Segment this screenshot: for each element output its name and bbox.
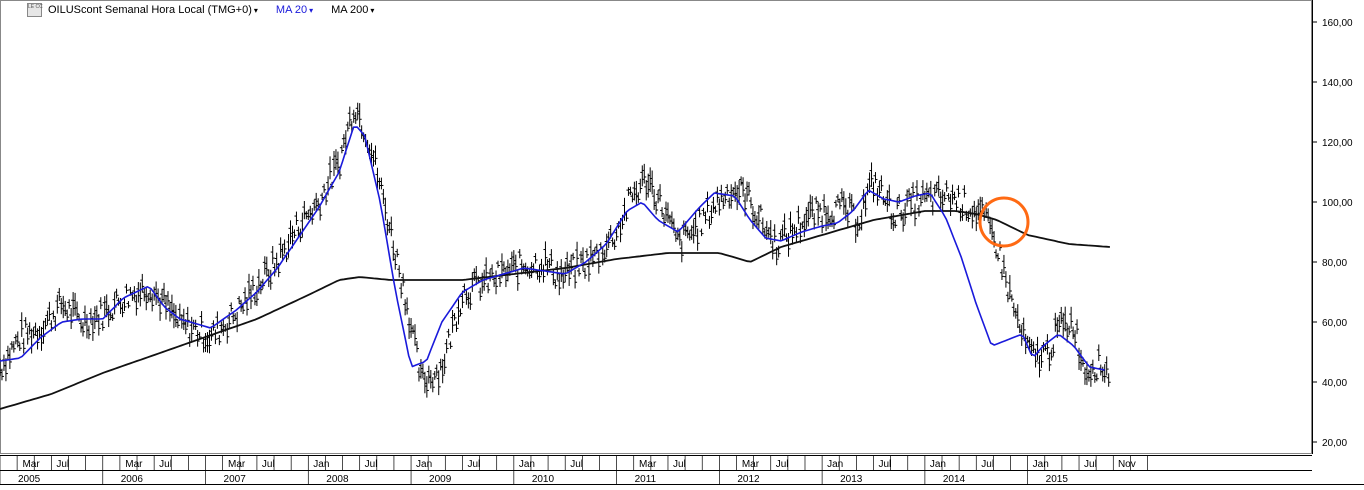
month-tick-label: Mar xyxy=(228,459,246,470)
month-tick-label: Mar xyxy=(639,459,657,470)
year-tick-label: 2006 xyxy=(121,474,144,485)
year-tick-label: 2008 xyxy=(326,474,349,485)
year-tick-label: 2014 xyxy=(943,474,966,485)
highlight-circle xyxy=(978,196,1030,248)
year-tick-label: 2009 xyxy=(429,474,452,485)
month-tick-label: Jan xyxy=(313,459,329,470)
year-tick-label: 2012 xyxy=(737,474,760,485)
chart-legend: LE CC OILUScont Semanal Hora Local (TMG+… xyxy=(27,3,388,17)
y-tick-label: 40,00 xyxy=(1322,378,1347,389)
ma20-label: MA 20 xyxy=(275,4,308,16)
year-tick-label: 2011 xyxy=(635,474,657,485)
ma200-selector[interactable]: MA 200 ▾ xyxy=(331,4,374,16)
month-tick-label: Jan xyxy=(930,459,946,470)
y-tick-label: 120,00 xyxy=(1322,138,1353,149)
month-tick-label: Jul xyxy=(879,459,892,470)
symbol-selector[interactable]: OILUScont Semanal Hora Local (TMG+0) ▾ xyxy=(48,4,258,16)
year-tick-label: 2013 xyxy=(840,474,863,485)
month-tick-label: Jul xyxy=(159,459,172,470)
y-tick-label: 60,00 xyxy=(1322,318,1347,329)
ma200-label: MA 200 xyxy=(331,4,369,16)
month-tick-label: Jul xyxy=(981,459,994,470)
month-tick-label: Mar xyxy=(125,459,143,470)
month-tick-label: Jul xyxy=(776,459,789,470)
y-tick-label: 160,00 xyxy=(1322,18,1353,29)
ma20-line xyxy=(0,126,1105,371)
month-tick-label: Nov xyxy=(1118,459,1136,470)
year-tick-label: 2010 xyxy=(532,474,555,485)
month-tick-label: Jul xyxy=(1084,459,1097,470)
month-tick-label: Jan xyxy=(416,459,432,470)
y-tick-label: 140,00 xyxy=(1322,78,1353,89)
month-tick-label: Jan xyxy=(519,459,535,470)
year-tick-label: 2005 xyxy=(18,474,41,485)
ma200-line xyxy=(0,210,1110,410)
ma20-selector[interactable]: MA 20 ▾ xyxy=(276,4,313,16)
symbol-title: OILUScont Semanal Hora Local (TMG+0) xyxy=(48,4,252,16)
month-tick-label: Mar xyxy=(22,459,40,470)
month-tick-label: Mar xyxy=(742,459,760,470)
month-tick-label: Jul xyxy=(673,459,686,470)
month-tick-label: Jul xyxy=(262,459,275,470)
year-tick-label: 2015 xyxy=(1046,474,1069,485)
y-tick-label: 80,00 xyxy=(1322,258,1347,269)
year-tick-label: 2007 xyxy=(224,474,247,485)
chevron-down-icon: ▾ xyxy=(253,5,258,15)
y-tick-label: 100,00 xyxy=(1322,198,1353,209)
symbol-logo-icon: LE CC xyxy=(27,3,43,17)
month-tick-label: Jan xyxy=(1033,459,1049,470)
chevron-down-icon: ▾ xyxy=(370,5,375,15)
month-tick-label: Jul xyxy=(56,459,69,470)
y-tick-label: 20,00 xyxy=(1322,438,1347,449)
month-tick-label: Jul xyxy=(570,459,583,470)
month-tick-label: Jul xyxy=(467,459,480,470)
month-tick-label: Jul xyxy=(365,459,378,470)
plot-frame xyxy=(0,0,1312,454)
month-tick-label: Jan xyxy=(827,459,843,470)
chevron-down-icon: ▾ xyxy=(309,5,314,15)
